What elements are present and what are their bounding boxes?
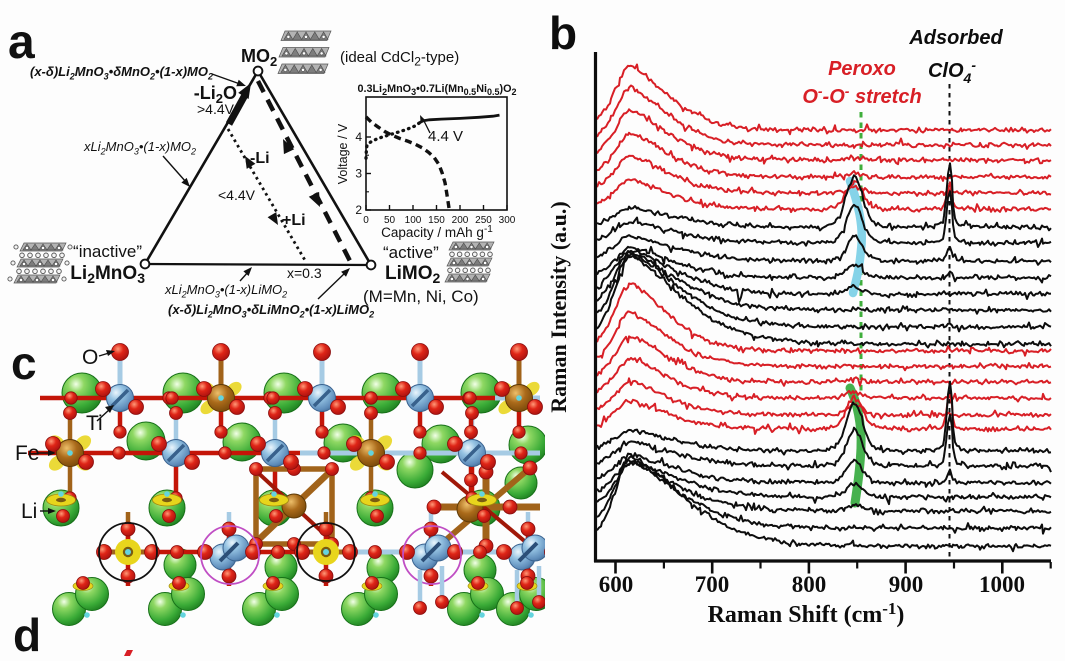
svg-text:“active”: “active”: [383, 243, 439, 262]
svg-text:xLi2MnO3•(1-x)LiMO2: xLi2MnO3•(1-x)LiMO2: [164, 282, 287, 300]
svg-text:250: 250: [475, 215, 492, 226]
svg-text:c: c: [11, 337, 37, 389]
svg-text:Fe: Fe: [15, 442, 40, 465]
svg-text:>4.4V: >4.4V: [197, 101, 235, 117]
svg-text:150: 150: [428, 215, 445, 226]
svg-text:xLi2MnO3•(1-x)MO2: xLi2MnO3•(1-x)MO2: [83, 139, 196, 157]
svg-text:2: 2: [355, 203, 362, 217]
svg-text:200: 200: [452, 215, 469, 226]
svg-text:50: 50: [384, 215, 396, 226]
svg-text:-Li2O: -Li2O: [194, 83, 237, 106]
svg-text:(ideal CdCl2-type): (ideal CdCl2-type): [340, 49, 459, 69]
svg-text:Peroxo: Peroxo: [828, 58, 896, 80]
svg-text:b: b: [549, 7, 577, 59]
svg-text:Capacity / mAh g-1: Capacity / mAh g-1: [381, 224, 493, 240]
svg-text:MO2: MO2: [241, 46, 277, 69]
svg-text:600: 600: [599, 572, 634, 597]
svg-text:900: 900: [889, 572, 924, 597]
svg-text:3: 3: [355, 167, 362, 181]
svg-text:+Li: +Li: [282, 212, 306, 229]
svg-text:LiMO2: LiMO2: [385, 263, 441, 286]
svg-text:4.4 V: 4.4 V: [428, 128, 463, 145]
svg-text:800: 800: [792, 572, 827, 597]
svg-text:4: 4: [355, 130, 362, 144]
svg-text:(x-δ)Li2MnO3•δMnO2•(1-x)MO2: (x-δ)Li2MnO3•δMnO2•(1-x)MO2: [30, 64, 213, 82]
svg-text:Raman Intensity (a.u.): Raman Intensity (a.u.): [546, 201, 571, 412]
svg-text:O: O: [82, 346, 98, 369]
svg-text:ClO4-: ClO4-: [928, 57, 976, 86]
svg-text:d: d: [13, 609, 41, 656]
svg-text:Raman Shift (cm-1): Raman Shift (cm-1): [708, 599, 905, 628]
svg-text:-Li: -Li: [250, 150, 270, 167]
svg-text:1000: 1000: [979, 572, 1025, 597]
svg-text:Li: Li: [21, 500, 37, 523]
svg-text:Adsorbed: Adsorbed: [908, 27, 1003, 49]
svg-text:Li2MnO3: Li2MnO3: [70, 263, 145, 286]
svg-text:O--O- stretch: O--O- stretch: [802, 83, 921, 108]
svg-text:0.3Li2MnO3•0.7Li(Mn0.5Ni0.5)O2: 0.3Li2MnO3•0.7Li(Mn0.5Ni0.5)O2: [357, 83, 516, 97]
svg-text:300: 300: [499, 215, 516, 226]
svg-text:“inactive”: “inactive”: [73, 242, 142, 261]
svg-text:Voltage / V: Voltage / V: [336, 123, 350, 184]
svg-text:x=0.3: x=0.3: [287, 265, 322, 281]
svg-text:<4.4V: <4.4V: [218, 187, 256, 203]
svg-text:0: 0: [363, 215, 369, 226]
svg-text:700: 700: [695, 572, 730, 597]
svg-text:(M=Mn, Ni, Co): (M=Mn, Ni, Co): [363, 287, 479, 306]
svg-text:(x-δ)Li2MnO3•δLiMnO2•(1-x)LiMO: (x-δ)Li2MnO3•δLiMnO2•(1-x)LiMO2: [168, 302, 374, 320]
svg-text:a: a: [8, 16, 35, 69]
svg-text:Ti: Ti: [86, 412, 103, 435]
svg-text:100: 100: [405, 215, 422, 226]
